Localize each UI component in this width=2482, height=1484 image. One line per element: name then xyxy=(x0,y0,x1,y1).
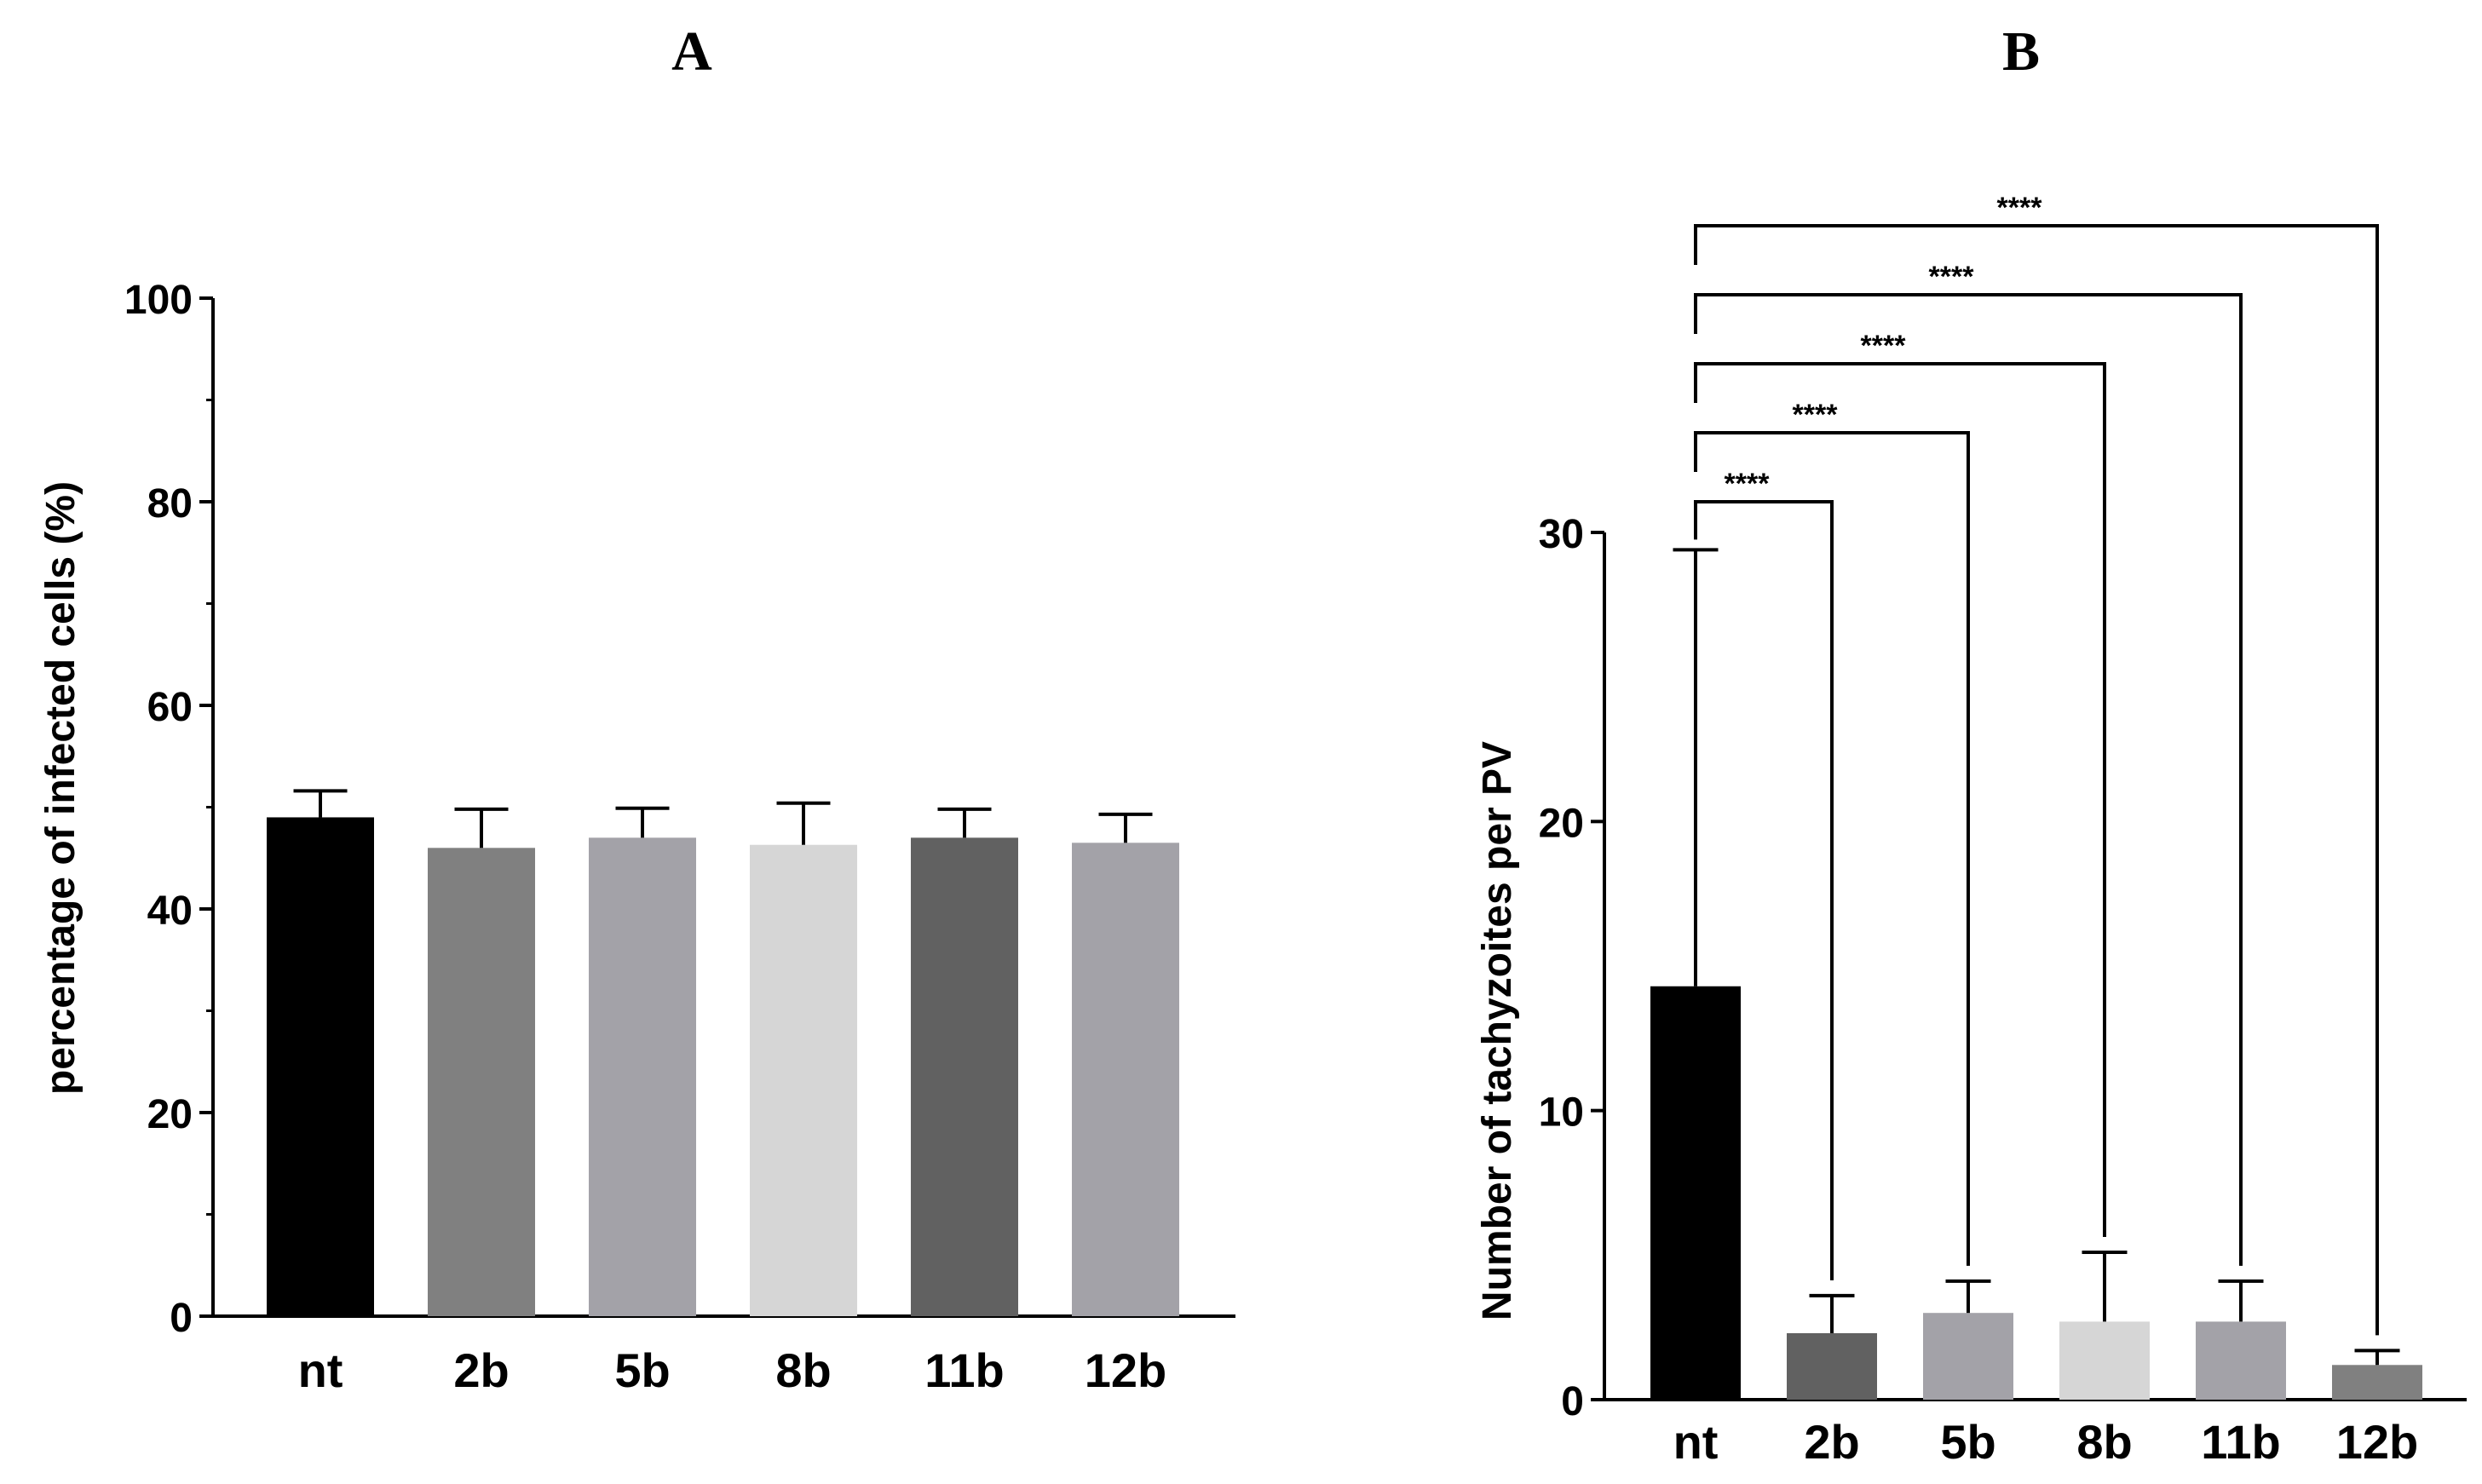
panel-b-sig-label-12b: **** xyxy=(1997,192,2043,224)
panel-b-y-tick-label: 0 xyxy=(1561,1379,1584,1424)
panel-b-x-label-nt: nt xyxy=(1673,1415,1719,1469)
panel-b-sig-bracket-5b xyxy=(1694,431,1970,1266)
panel-b-sig-label-5b: **** xyxy=(1793,399,1839,431)
panel-b-sig-label-11b: **** xyxy=(1929,261,1975,293)
panel-a-x-label-nt: nt xyxy=(298,1343,343,1397)
panel-a-bar-5b xyxy=(589,837,696,1316)
panel-a-x-label-12b: 12b xyxy=(1085,1343,1167,1397)
panel-b-letter: B xyxy=(2002,20,2040,83)
panel-a-bar-12b xyxy=(1072,843,1179,1316)
panel-b-sig-bracket-8b xyxy=(1694,362,2106,1237)
panel-b-x-label-8b: 8b xyxy=(2076,1415,2132,1469)
panel-a-x-label-2b: 2b xyxy=(453,1343,509,1397)
panel-b-bar-nt xyxy=(1650,986,1741,1400)
panel-b-bar-5b xyxy=(1923,1313,2013,1400)
panel-a-plot-area: 0 20 40 60 80 100 nt 2b 5b 8b 11b 12b xyxy=(124,278,1235,1397)
panel-b-sig-label-2b: **** xyxy=(1725,468,1771,500)
panel-b-y-tick-label: 20 xyxy=(1539,801,1584,846)
panel-b-bar-2b xyxy=(1787,1332,1877,1400)
panel-a-y-tick-label: 20 xyxy=(147,1092,193,1137)
panel-a-y-tick-label: 60 xyxy=(147,685,193,730)
panel-a-bar-nt xyxy=(267,817,374,1316)
panel-a-y-tick-label: 40 xyxy=(147,889,193,934)
panel-b-sig-label-8b: **** xyxy=(1861,330,1907,362)
panel-b: B Number of tachyzoites per PV 0 10 20 30 nt… xyxy=(1475,20,2467,1469)
panel-a-bar-8b xyxy=(750,844,857,1316)
panel-b-sig-bracket-11b xyxy=(1694,293,2243,1266)
panel-b-y-tick-label: 30 xyxy=(1539,512,1584,557)
panel-a-bar-2b xyxy=(428,848,535,1316)
panel-b-sig-bracket-12b xyxy=(1694,224,2379,1336)
panel-b-x-label-2b: 2b xyxy=(1804,1415,1859,1469)
panel-a-y-axis-title: percentage of infected cells (%) xyxy=(38,481,84,1095)
panel-b-x-label-12b: 12b xyxy=(2336,1415,2419,1469)
panel-b-bar-11b xyxy=(2196,1321,2286,1400)
panel-b-y-axis-title: Number of tachyzoites per PV xyxy=(1475,741,1520,1320)
panel-a-y-tick-label: 80 xyxy=(147,481,193,526)
panel-a-letter: A xyxy=(671,20,712,83)
panel-a-x-label-8b: 8b xyxy=(775,1343,831,1397)
panel-b-x-label-11b: 11b xyxy=(2201,1415,2280,1469)
panel-b-x-label-5b: 5b xyxy=(1940,1415,1995,1469)
panel-a-x-label-5b: 5b xyxy=(614,1343,670,1397)
panel-b-plot-area: 0 10 20 30 nt 2b 5b 8b 11b 12b **** **** **** **** ***… xyxy=(1539,192,2467,1469)
panel-b-sig-bracket-2b xyxy=(1694,500,1834,1280)
panel-a-x-label-11b: 11b xyxy=(924,1343,1004,1397)
panel-b-bar-12b xyxy=(2332,1365,2422,1400)
panel-a-y-tick-label: 100 xyxy=(124,278,193,323)
panel-b-y-tick-label: 10 xyxy=(1539,1090,1584,1136)
panel-a: A percentage of infected cells (%) 0 20 40… xyxy=(38,20,1235,1397)
panel-b-bar-8b xyxy=(2059,1321,2150,1400)
panel-a-y-tick-label: 0 xyxy=(170,1296,193,1341)
panel-a-bar-11b xyxy=(911,837,1018,1316)
